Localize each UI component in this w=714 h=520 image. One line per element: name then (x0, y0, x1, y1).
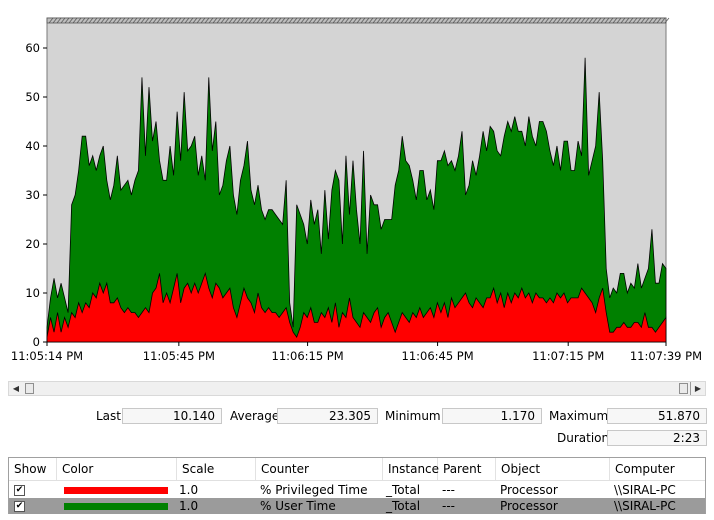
header-parent[interactable]: Parent (438, 458, 496, 480)
last-label: Last (96, 409, 121, 423)
object-name: Processor (500, 499, 558, 513)
legend-row[interactable]: ✔ 1.0 % Privileged Time _Total --- Proce… (9, 482, 705, 498)
duration-value: 2:23 (607, 430, 707, 446)
minimum-label: Minimum (385, 409, 441, 423)
header-object[interactable]: Object (496, 458, 610, 480)
minimum-value: 1.170 (442, 408, 542, 424)
color-swatch (64, 502, 168, 510)
time-hatch-bar (46, 17, 670, 24)
last-value: 10.140 (122, 408, 222, 424)
scroll-end-handle[interactable] (679, 383, 688, 394)
x-tick-label: 11:07:15 PM (532, 349, 604, 363)
instance-name: _Total (386, 483, 421, 497)
y-tick-label: 30 (25, 188, 40, 202)
parent-name: --- (442, 483, 455, 497)
average-value: 23.305 (277, 408, 378, 424)
x-tick-label: 11:05:14 PM (11, 349, 83, 363)
maximum-label: Maximum (549, 409, 609, 423)
y-tick-label: 20 (25, 237, 40, 251)
duration-label: Duration (557, 431, 610, 445)
scroll-start-handle[interactable] (25, 383, 34, 394)
performance-chart[interactable]: 0 10 20 30 40 50 60 11:05:14 PM 11:05:45 PM 11:0… (0, 0, 714, 375)
counter-name: % Privileged Time (260, 483, 368, 497)
x-tick-label: 11:06:45 PM (402, 349, 474, 363)
object-name: Processor (500, 483, 558, 497)
scale-value: 1.0 (179, 483, 199, 497)
counter-name: % User Time (260, 499, 336, 513)
scroll-left-icon[interactable]: ◀ (12, 384, 20, 393)
x-tick-label: 11:06:15 PM (272, 349, 344, 363)
header-color[interactable]: Color (57, 458, 177, 480)
computer-name: \\SIRAL-PC (614, 483, 676, 497)
header-instance[interactable]: Instance (383, 458, 439, 480)
computer-name: \\SIRAL-PC (614, 499, 676, 513)
header-scale[interactable]: Scale (177, 458, 256, 480)
show-checkbox[interactable]: ✔ (14, 500, 25, 512)
scale-value: 1.0 (179, 499, 199, 513)
y-tick-label: 10 (25, 286, 40, 300)
y-tick-label: 40 (25, 139, 40, 153)
y-tick-label: 60 (25, 41, 40, 55)
instance-name: _Total (386, 499, 421, 513)
show-checkbox[interactable]: ✔ (14, 484, 25, 496)
average-label: Average (230, 409, 280, 423)
series-privileged-time-area (46, 272, 667, 343)
y-tick-label: 50 (25, 90, 40, 104)
x-tick-label: 11:05:45 PM (143, 349, 215, 363)
color-swatch (64, 486, 168, 494)
legend-row-selected[interactable]: ✔ 1.0 % User Time _Total --- Processor \… (9, 498, 705, 514)
header-show[interactable]: Show (9, 458, 57, 480)
header-counter[interactable]: Counter (256, 458, 383, 480)
time-scrollbar[interactable]: ◀ ▶ (8, 381, 706, 396)
counter-legend-table: Show Color Scale Counter Instance Parent… (8, 457, 706, 514)
legend-header: Show Color Scale Counter Instance Parent… (9, 458, 705, 481)
maximum-value: 51.870 (607, 408, 707, 424)
header-computer[interactable]: Computer (615, 462, 675, 476)
scroll-right-icon[interactable]: ▶ (690, 382, 705, 395)
y-tick-label: 0 (33, 335, 40, 349)
parent-name: --- (442, 499, 455, 513)
x-tick-label: 11:07:39 PM (630, 349, 702, 363)
